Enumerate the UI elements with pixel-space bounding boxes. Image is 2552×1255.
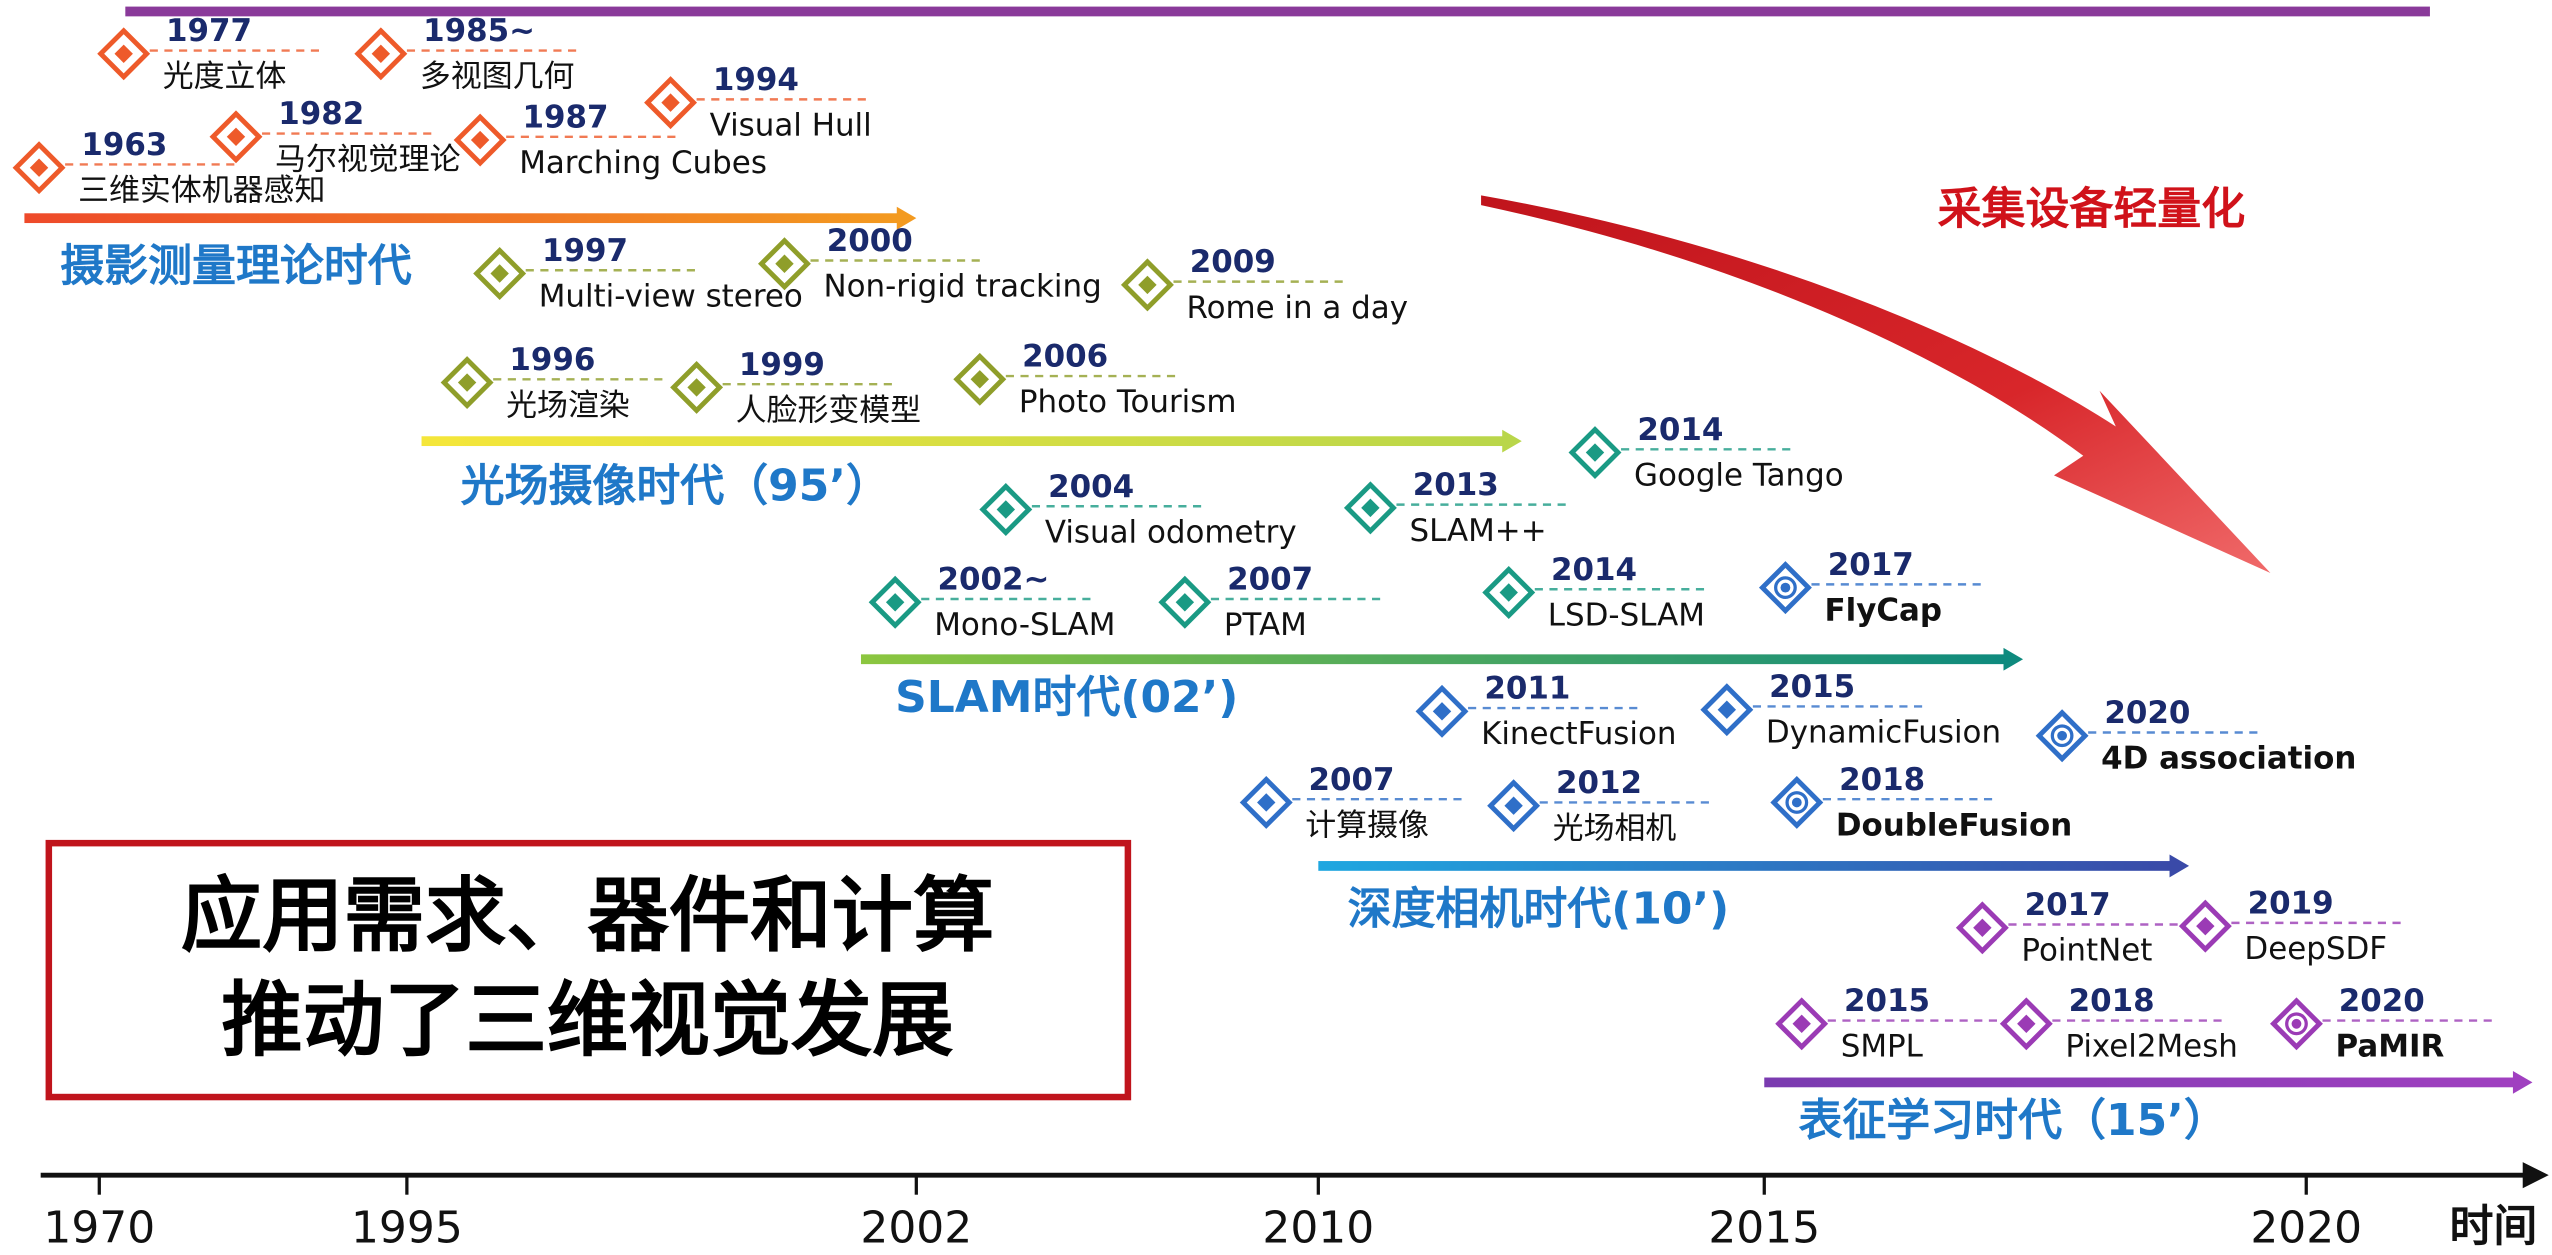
milestone-label: PTAM (1224, 607, 1307, 643)
milestone-label: PointNet (2021, 933, 2152, 969)
era-arrowhead (2170, 855, 2190, 878)
axis-tick-label: 1970 (43, 1203, 155, 1254)
milestone-label: Marching Cubes (519, 145, 767, 181)
milestone-label: Visual odometry (1045, 514, 1297, 550)
milestone-icon-dot (2292, 1019, 2302, 1029)
milestone-year: 2020 (2104, 695, 2190, 731)
axis-tick-label: 2002 (860, 1203, 972, 1254)
milestone-year: 2018 (2069, 983, 2155, 1019)
axis-tick-label: 2015 (1708, 1203, 1820, 1254)
milestone-year: 2011 (1484, 671, 1570, 707)
milestone-label: DeepSDF (2244, 931, 2387, 967)
milestone-label: Mono-SLAM (934, 607, 1115, 643)
milestone-label: 计算摄像 (1305, 807, 1429, 843)
milestone-label: 马尔视觉理论 (275, 142, 461, 178)
milestone-label: DoubleFusion (1836, 807, 2072, 843)
page: 采集设备轻量化 应用需求、器件和计算 推动了三维视觉发展 时间 摄影测量理论时代… (0, 0, 2552, 1255)
milestone-year: 2013 (1413, 467, 1499, 503)
milestone-year: 2019 (2248, 885, 2334, 921)
milestone-label: FlyCap (1824, 593, 1942, 629)
era-bar (422, 436, 1506, 446)
summary-line: 推动了三维视觉发展 (221, 973, 953, 1068)
era-arrowhead (2004, 648, 2024, 671)
milestone-year: 1987 (522, 99, 608, 135)
milestone-year: 2017 (1828, 547, 1914, 583)
milestone-label: Photo Tourism (1019, 384, 1237, 420)
milestone-year: 2012 (1556, 765, 1642, 801)
milestone-label: 光场渲染 (506, 387, 630, 423)
era-bar (861, 654, 2007, 664)
milestone-year: 2014 (1551, 552, 1637, 588)
milestone-year: 2018 (1839, 762, 1925, 798)
summary-line: 应用需求、器件和计算 (181, 869, 995, 964)
callout: 采集设备轻量化 (1938, 184, 2246, 235)
milestone-label: Rome in a day (1186, 290, 1408, 326)
milestone-year: 2017 (2025, 887, 2111, 923)
milestone-label: 4D association (2101, 741, 2356, 777)
milestone-year: 2015 (1844, 983, 1930, 1019)
milestone-year: 1977 (166, 13, 252, 49)
axis-label: 时间 (2449, 1201, 2537, 1252)
milestone-label: 三维实体机器感知 (78, 173, 325, 209)
axis-tick-label: 2010 (1262, 1203, 1374, 1254)
milestone-year: 1994 (713, 62, 799, 98)
milestone-year: 1996 (509, 342, 595, 378)
milestone-year: 2014 (1637, 412, 1723, 448)
milestone-year: 2006 (1022, 339, 1108, 375)
milestone-label: 光场相机 (1553, 811, 1677, 847)
milestone-icon-dot (1792, 798, 1802, 808)
era-arrowhead (1502, 430, 1522, 453)
era-bar (1764, 1078, 2516, 1088)
era-bar (24, 213, 900, 223)
milestone-icon-dot (1781, 583, 1791, 593)
milestone-label: 人脸形变模型 (736, 392, 921, 428)
era-arrowhead (2513, 1071, 2533, 1094)
era-label: SLAM时代(02’) (895, 672, 1238, 723)
milestone-year: 2007 (1309, 762, 1395, 798)
era-label: 摄影测量理论时代 (60, 241, 412, 292)
timeline-diagram: 采集设备轻量化 应用需求、器件和计算 推动了三维视觉发展 时间 摄影测量理论时代… (0, 0, 2552, 1255)
trend-arrow (1481, 195, 2270, 573)
milestone-label: Pixel2Mesh (2065, 1029, 2238, 1065)
milestone-year: 1963 (81, 127, 167, 163)
axis-tick-label: 2020 (2250, 1203, 2362, 1254)
milestone-year: 1997 (542, 233, 628, 269)
milestone-year: 1982 (278, 96, 364, 132)
axis-arrow (2523, 1162, 2549, 1188)
milestone-label: Non-rigid tracking (824, 269, 1102, 305)
axis-tick-label: 1995 (351, 1203, 463, 1254)
milestone-year: 2020 (2339, 983, 2425, 1019)
milestone-year: 2007 (1227, 562, 1313, 598)
milestone-label: DynamicFusion (1766, 715, 2001, 751)
milestone-year: 1985~ (423, 13, 535, 49)
era-label: 深度相机时代(10’) (1348, 884, 1730, 935)
milestone-icon-dot (2057, 731, 2067, 741)
milestone-year: 2004 (1048, 469, 1134, 505)
milestone-label: SMPL (1841, 1029, 1924, 1065)
milestone-label: 光度立体 (163, 59, 287, 95)
milestone-label: PaMIR (2336, 1029, 2445, 1065)
milestone-label: KinectFusion (1481, 716, 1676, 752)
milestone-label: SLAM++ (1409, 513, 1546, 549)
milestone-year: 2009 (1190, 244, 1276, 280)
era-label: 表征学习时代（15’） (1798, 1095, 2227, 1146)
milestone-label: Multi-view stereo (539, 278, 803, 314)
era-bar (1318, 861, 2172, 871)
milestone-year: 2000 (827, 223, 913, 259)
era-label: 光场摄像时代（95’） (461, 460, 890, 511)
milestone-label: 多视图几何 (420, 59, 575, 95)
milestone-label: LSD-SLAM (1548, 597, 1705, 633)
milestone-label: Visual Hull (710, 108, 872, 144)
milestone-year: 2015 (1769, 669, 1855, 705)
milestone-year: 2002~ (937, 562, 1049, 598)
milestone-label: Google Tango (1634, 457, 1844, 493)
milestone-year: 1999 (739, 347, 825, 383)
